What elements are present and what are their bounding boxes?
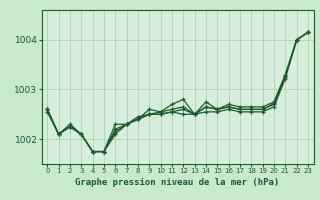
X-axis label: Graphe pression niveau de la mer (hPa): Graphe pression niveau de la mer (hPa) xyxy=(76,178,280,187)
